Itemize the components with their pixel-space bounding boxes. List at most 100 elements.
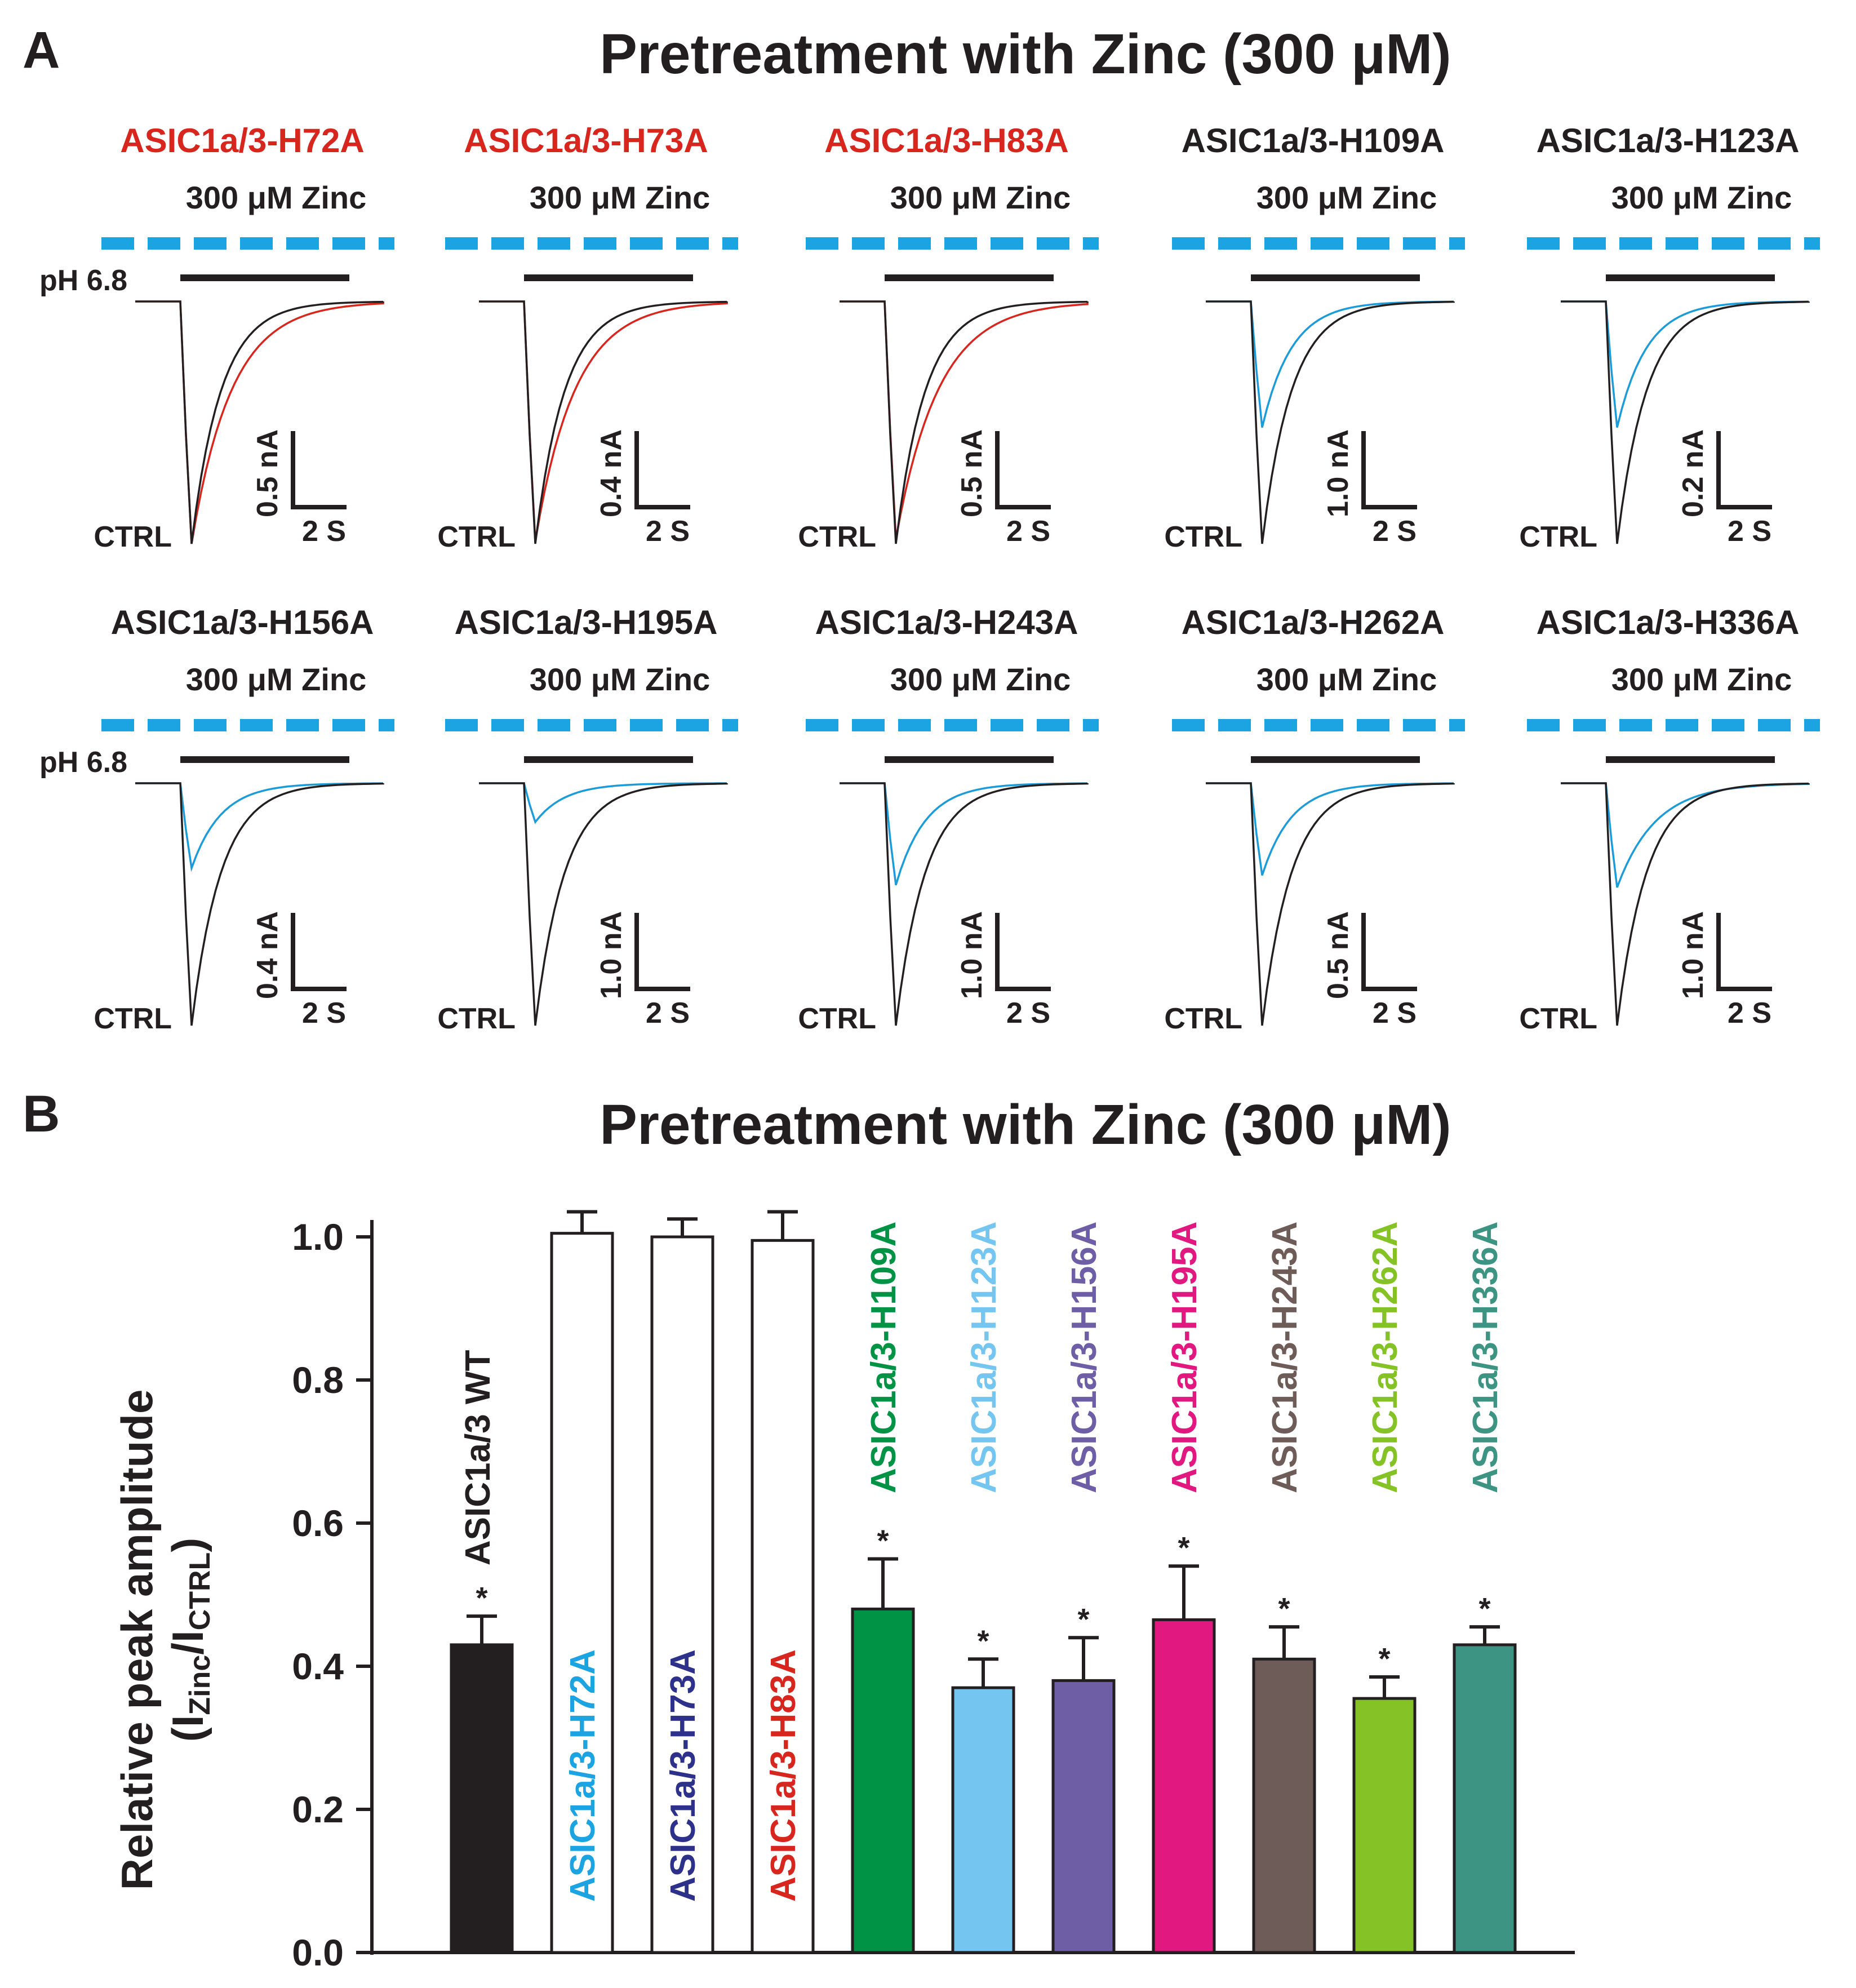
zinc-label: 300 μM Zinc xyxy=(186,180,367,215)
bar-group: * ASIC1a/3 WT xyxy=(450,1350,514,1954)
zinc-current-trace xyxy=(479,300,728,542)
panel-a-letter: A xyxy=(23,21,60,79)
category-label: ASIC1a/3-H195A xyxy=(1165,1222,1204,1493)
category-label: ASIC1a/3 WT xyxy=(459,1350,498,1566)
bar xyxy=(650,1235,714,1954)
y-tick-label: 0.2 xyxy=(292,1789,344,1830)
bar xyxy=(1453,1643,1517,1954)
trace-title: ASIC1a/3-H262A xyxy=(1182,604,1445,641)
y-tick-label: 1.0 xyxy=(292,1216,344,1258)
y-tick-label: 0.6 xyxy=(292,1502,344,1544)
bar xyxy=(851,1607,915,1954)
time-scale-label: 2 S xyxy=(1373,997,1417,1030)
time-scale-label: 2 S xyxy=(1373,515,1417,548)
panel-b-letter: B xyxy=(23,1085,60,1143)
trace-title: ASIC1a/3-H83A xyxy=(824,122,1069,159)
zinc-current-trace xyxy=(840,300,1089,539)
bar-group: ASIC1a/3-H73A xyxy=(650,1217,714,1954)
scale-bar xyxy=(995,913,1051,991)
control-current-trace xyxy=(840,300,1089,544)
zinc-label: 300 μM Zinc xyxy=(890,180,1071,215)
y-axis-subtitle: (IZinc/ICTRL) xyxy=(163,1538,216,1742)
zinc-label: 300 μM Zinc xyxy=(1256,662,1437,697)
bar-group: * ASIC1a/3-H123A xyxy=(951,1222,1015,1954)
y-axis-subtitle-sub2: CTRL xyxy=(184,1552,216,1631)
control-current-trace xyxy=(1561,300,1810,544)
category-label: ASIC1a/3-H72A xyxy=(563,1649,602,1902)
scale-bar xyxy=(634,913,690,991)
ctrl-label: CTRL xyxy=(437,1002,516,1035)
ph-label: pH 6.8 xyxy=(39,746,127,779)
scale-bar xyxy=(1716,431,1772,509)
trace-title: ASIC1a/3-H156A xyxy=(111,604,374,641)
bar-group: * ASIC1a/3-H156A xyxy=(1051,1222,1116,1954)
category-label: ASIC1a/3-H156A xyxy=(1065,1222,1104,1493)
scale-bar xyxy=(634,431,690,509)
current-scale-label: 0.5 nA xyxy=(1322,911,1355,999)
bar xyxy=(450,1643,514,1954)
trace-panel: ASIC1a/3-H195A 300 μM Zinc CTRL 1.0 nA 2 S xyxy=(437,604,738,1035)
current-scale-label: 0.2 nA xyxy=(1677,429,1710,517)
control-current-trace xyxy=(479,782,728,1026)
time-scale-label: 2 S xyxy=(646,515,690,548)
trace-panel: ASIC1a/3-H156A 300 μM Zinc pH 6.8 CTRL 0.4 n… xyxy=(39,604,394,1035)
ctrl-label: CTRL xyxy=(94,521,172,553)
bar-group: ASIC1a/3-H72A xyxy=(550,1210,614,1954)
current-scale-label: 0.4 nA xyxy=(251,911,284,999)
ctrl-label: CTRL xyxy=(1164,521,1242,553)
trace-panel: ASIC1a/3-H109A 300 μM Zinc CTRL 1.0 nA 2 S xyxy=(1164,122,1465,553)
scale-bar xyxy=(1361,431,1417,509)
bar xyxy=(1051,1679,1116,1954)
zinc-label: 300 μM Zinc xyxy=(1611,180,1792,215)
significance-star: * xyxy=(1077,1603,1089,1636)
current-scale-label: 1.0 nA xyxy=(1677,911,1710,999)
zinc-label: 300 μM Zinc xyxy=(1256,180,1437,215)
zinc-label: 300 μM Zinc xyxy=(890,662,1071,697)
bar-group: ASIC1a/3-H83A xyxy=(751,1210,815,1954)
time-scale-label: 2 S xyxy=(1728,515,1771,548)
trace-panel: ASIC1a/3-H243A 300 μM Zinc CTRL 1.0 nA 2 S xyxy=(798,604,1099,1035)
trace-panel: ASIC1a/3-H123A 300 μM Zinc CTRL 0.2 nA 2 S xyxy=(1519,122,1820,553)
control-current-trace xyxy=(1561,782,1810,1026)
ctrl-label: CTRL xyxy=(798,521,876,553)
bar xyxy=(1352,1697,1417,1954)
control-current-trace xyxy=(1206,300,1455,544)
trace-panel: ASIC1a/3-H83A 300 μM Zinc CTRL 0.5 nA 2 S xyxy=(798,122,1099,553)
control-current-trace xyxy=(135,300,384,544)
trace-title: ASIC1a/3-H109A xyxy=(1182,122,1445,159)
significance-star: * xyxy=(1278,1592,1290,1626)
control-current-trace xyxy=(1206,782,1455,1026)
y-tick-label: 0.4 xyxy=(292,1645,344,1687)
scale-bar xyxy=(291,431,347,509)
category-label: ASIC1a/3-H83A xyxy=(764,1649,803,1902)
time-scale-label: 2 S xyxy=(646,997,690,1030)
category-label: ASIC1a/3-H243A xyxy=(1266,1222,1304,1493)
bar-group: * ASIC1a/3-H195A xyxy=(1152,1222,1216,1954)
category-label: ASIC1a/3-H262A xyxy=(1366,1222,1405,1493)
trace-title: ASIC1a/3-H243A xyxy=(815,604,1078,641)
significance-star: * xyxy=(1178,1531,1189,1565)
significance-star: * xyxy=(1478,1592,1490,1626)
category-label: ASIC1a/3-H109A xyxy=(864,1222,903,1493)
current-scale-label: 1.0 nA xyxy=(595,911,628,999)
y-axis-subtitle-prefix: (I xyxy=(163,1715,212,1742)
time-scale-label: 2 S xyxy=(1006,997,1050,1030)
ctrl-label: CTRL xyxy=(1519,521,1597,553)
bar-chart: Relative peak amplitude (IZinc/ICTRL) 0.… xyxy=(112,1210,1575,1973)
panel-b-title: Pretreatment with Zinc (300 μM) xyxy=(600,1093,1451,1156)
trace-title: ASIC1a/3-H195A xyxy=(455,604,718,641)
ctrl-label: CTRL xyxy=(437,521,516,553)
significance-star: * xyxy=(476,1581,487,1615)
panel-a-title: Pretreatment with Zinc (300 μM) xyxy=(600,23,1451,86)
scale-bar xyxy=(1361,913,1417,991)
scale-bar xyxy=(291,913,347,991)
trace-title: ASIC1a/3-H123A xyxy=(1537,122,1800,159)
trace-title: ASIC1a/3-H336A xyxy=(1537,604,1800,641)
bar-group: * ASIC1a/3-H109A xyxy=(851,1222,915,1954)
time-scale-label: 2 S xyxy=(302,515,346,548)
ph-label: pH 6.8 xyxy=(39,264,127,297)
bar-group: * ASIC1a/3-H243A xyxy=(1252,1222,1316,1954)
significance-star: * xyxy=(877,1524,889,1558)
y-tick-label: 0.0 xyxy=(292,1932,344,1973)
